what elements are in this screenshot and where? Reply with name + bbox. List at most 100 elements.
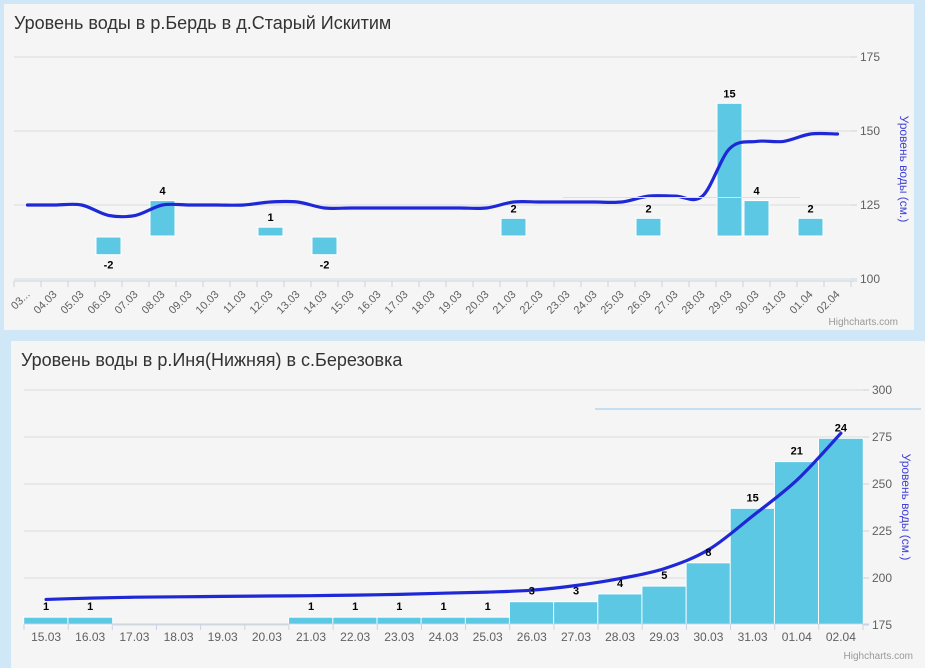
x-axis-label: 01.04: [788, 289, 816, 317]
y-axis-label: 100: [860, 272, 880, 286]
bar-value-label: 1: [485, 601, 491, 613]
x-axis-label: 18.03: [164, 630, 194, 644]
column-bar[interactable]: [743, 200, 770, 237]
column-bar[interactable]: [729, 507, 776, 626]
x-axis-label: 01.04: [782, 630, 812, 644]
chart-card-berd: Уровень воды в р.Бердь в д.Старый Искити…: [4, 4, 914, 330]
x-axis-label: 17.03: [119, 630, 149, 644]
x-axis-label: 08.03: [140, 289, 168, 317]
water-level-line[interactable]: [44, 431, 843, 602]
bar-value-label: 8: [705, 547, 711, 559]
x-axis-label: 15.03: [329, 289, 357, 317]
bar-value-label: 2: [645, 203, 651, 215]
chart-card-inya: Уровень воды в р.Иня(Нижняя) в с.Березов…: [11, 341, 925, 668]
x-axis-label: 13.03: [275, 289, 303, 317]
x-axis-label: 11.03: [221, 289, 248, 316]
x-axis-label: 02.04: [826, 630, 856, 644]
x-axis-label: 16.03: [75, 630, 105, 644]
x-axis-label: 23.03: [545, 289, 573, 317]
y-axis-label: 225: [872, 524, 892, 538]
x-axis-label: 02.04: [815, 289, 843, 317]
column-bar[interactable]: [67, 616, 114, 626]
x-axis-label: 22.03: [518, 289, 546, 317]
x-axis-label: 24.03: [428, 630, 458, 644]
bar-value-label: -2: [104, 260, 114, 272]
column-bar[interactable]: [685, 562, 732, 626]
bar-value-label: 1: [87, 601, 93, 613]
column-series: [23, 437, 864, 626]
column-series: [95, 102, 824, 256]
column-bar[interactable]: [95, 236, 122, 256]
chart-plot-area: 03... 04.03 05.03 06.03 07.03 08.03 09.03 10.03…: [9, 50, 911, 317]
x-axis-label: 19.03: [208, 630, 238, 644]
column-bar[interactable]: [597, 593, 644, 626]
x-axis-label: 28.03: [605, 630, 635, 644]
y-axis-title: Уровень воды (см.): [899, 454, 913, 561]
x-axis-label: 20.03: [252, 630, 282, 644]
x-axis-label: 28.03: [680, 289, 708, 317]
x-axis-label: 19.03: [437, 289, 465, 317]
x-axis-label: 17.03: [383, 289, 411, 317]
column-bar[interactable]: [818, 437, 864, 626]
x-axis-label: 29.03: [707, 289, 735, 317]
bar-value-label: 21: [791, 446, 803, 458]
bar-value-label: 5: [661, 570, 667, 582]
column-bar[interactable]: [716, 102, 743, 237]
y-axis-label: 175: [872, 618, 892, 632]
column-bar[interactable]: [311, 236, 338, 256]
y-axis-label: 250: [872, 477, 892, 491]
x-axis-label: 15.03: [31, 630, 61, 644]
x-axis-label: 23.03: [384, 630, 414, 644]
bar-value-label: 1: [308, 601, 314, 613]
chart-title: Уровень воды в р.Иня(Нижняя) в с.Березов…: [21, 350, 403, 370]
y-axis-label: 125: [860, 198, 880, 212]
x-axis-label: 12.03: [248, 289, 276, 317]
x-axis-label: 25.03: [599, 289, 627, 317]
bar-value-label: 3: [529, 586, 535, 598]
column-bar[interactable]: [257, 226, 284, 237]
x-axis-label: 27.03: [653, 289, 681, 317]
x-axis-label: 30.03: [734, 289, 762, 317]
bar-value-label: 2: [807, 203, 813, 215]
column-bar[interactable]: [553, 601, 599, 626]
x-axis-label: 25.03: [473, 630, 503, 644]
bar-value-label: 4: [753, 186, 760, 198]
y-axis-label: 150: [860, 124, 880, 138]
bar-value-label: 1: [267, 212, 273, 224]
chart-title: Уровень воды в р.Бердь в д.Старый Искити…: [14, 13, 392, 33]
bar-value-label: 15: [723, 88, 735, 100]
x-axis-label: 26.03: [517, 630, 547, 644]
x-axis-label: 24.03: [572, 289, 600, 317]
bar-value-label: 2: [510, 203, 516, 215]
x-axis-label: 09.03: [167, 289, 195, 317]
column-bar[interactable]: [773, 461, 820, 626]
x-axis-label: 05.03: [59, 289, 87, 317]
x-axis-label: 30.03: [693, 630, 723, 644]
highcharts-credits-link[interactable]: Highcharts.com: [828, 317, 898, 328]
y-axis-label: 300: [872, 383, 892, 397]
x-axis-label: 18.03: [410, 289, 438, 317]
chart-plot-area: 15.03 16.03 17.03 18.03 19.03 20.03 21.03 22.03…: [23, 383, 913, 644]
x-axis-label: 14.03: [302, 289, 330, 317]
bar-value-label: 24: [835, 422, 848, 434]
y-axis-label: 175: [860, 50, 880, 64]
x-axis-label: 04.03: [32, 289, 60, 317]
y-axis-label: 275: [872, 430, 892, 444]
bar-value-label: 4: [617, 578, 624, 590]
column-bar[interactable]: [635, 217, 662, 237]
column-bar[interactable]: [797, 217, 824, 237]
bar-value-label: 15: [746, 492, 758, 504]
x-axis-label: 16.03: [356, 289, 384, 317]
x-axis-label: 20.03: [464, 289, 492, 317]
x-axis-label: 21.03: [296, 630, 326, 644]
bar-value-label: 1: [352, 601, 358, 613]
y-axis-title: Уровень воды (см.): [897, 116, 911, 223]
y-axis-label: 200: [872, 571, 892, 585]
x-axis-label: 29.03: [649, 630, 679, 644]
x-axis-label: 27.03: [561, 630, 591, 644]
column-bar[interactable]: [508, 601, 555, 626]
column-bar[interactable]: [641, 585, 688, 626]
column-bar[interactable]: [500, 217, 527, 237]
highcharts-credits-link[interactable]: Highcharts.com: [843, 651, 913, 662]
water-level-line[interactable]: [25, 131, 840, 219]
